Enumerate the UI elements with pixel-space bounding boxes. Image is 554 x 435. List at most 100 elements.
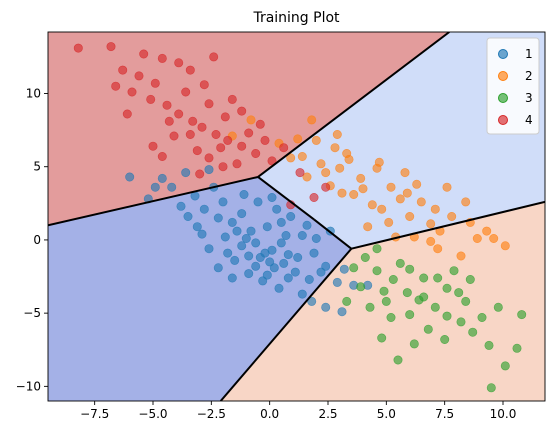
point-class-1 [125, 172, 135, 182]
point-class-3 [379, 286, 389, 296]
legend-label: 1 [525, 47, 533, 61]
point-class-2 [321, 168, 331, 178]
point-class-2 [442, 182, 452, 192]
point-class-4 [181, 87, 191, 97]
point-class-1 [309, 248, 319, 258]
point-class-4 [237, 141, 247, 151]
point-class-2 [384, 217, 394, 227]
point-class-4 [111, 81, 121, 91]
point-class-3 [517, 310, 527, 320]
y-tick-label: 0 [33, 233, 41, 247]
point-class-1 [181, 168, 191, 178]
legend-label: 4 [525, 113, 533, 127]
point-class-3 [365, 302, 375, 312]
point-class-1 [339, 264, 349, 274]
point-class-2 [461, 197, 471, 207]
point-class-4 [73, 43, 83, 53]
boundary-line [48, 175, 259, 227]
point-class-4 [188, 116, 198, 126]
point-class-2 [316, 159, 326, 169]
point-class-4 [232, 159, 242, 169]
point-class-4 [164, 116, 174, 126]
point-class-4 [309, 193, 319, 203]
point-class-2 [330, 143, 340, 153]
point-class-2 [297, 152, 307, 162]
point-class-2 [402, 188, 412, 198]
point-class-2 [311, 135, 321, 145]
point-class-3 [423, 324, 433, 334]
point-class-4 [216, 143, 226, 153]
point-class-1 [297, 231, 307, 241]
point-class-2 [337, 188, 347, 198]
point-class-2 [433, 244, 443, 254]
point-class-1 [332, 277, 342, 287]
point-class-4 [244, 128, 254, 138]
point-class-4 [204, 153, 214, 163]
point-class-1 [276, 238, 286, 248]
point-class-3 [477, 312, 487, 322]
point-class-1 [204, 244, 214, 254]
point-class-1 [302, 220, 312, 230]
point-class-4 [211, 130, 221, 140]
axes: −7.5 −5.0 −2.5 0.0 2.5 5.0 7.5 10.0 −10 −5 0 5 10 [16, 31, 546, 421]
point-class-2 [307, 115, 317, 125]
point-class-1 [192, 222, 202, 232]
point-class-1 [253, 197, 263, 207]
point-class-1 [199, 204, 209, 214]
point-class-1 [274, 283, 284, 293]
point-class-1 [183, 212, 193, 222]
point-class-4 [106, 42, 116, 52]
point-class-4 [267, 156, 277, 166]
point-class-1 [321, 261, 331, 271]
point-class-2 [412, 179, 422, 189]
point-class-1 [290, 267, 300, 277]
point-class-2 [430, 204, 440, 214]
point-class-1 [262, 270, 272, 280]
point-class-1 [281, 231, 291, 241]
point-class-3 [449, 266, 459, 276]
decision-boundaries [48, 32, 545, 401]
point-class-2 [489, 234, 499, 244]
point-class-2 [386, 182, 396, 192]
point-class-1 [262, 222, 272, 232]
boundary-line [351, 200, 545, 250]
plot-frame [47, 31, 546, 402]
point-class-4 [223, 135, 233, 145]
point-class-1 [283, 273, 293, 283]
chart-title: Training Plot [252, 10, 340, 26]
point-class-3 [454, 288, 464, 298]
point-class-3 [468, 327, 478, 337]
point-class-4 [255, 119, 265, 129]
point-class-4 [169, 131, 179, 141]
point-class-4 [127, 87, 137, 97]
point-class-3 [386, 312, 396, 322]
point-class-1 [213, 263, 223, 273]
point-class-3 [388, 274, 398, 284]
point-class-1 [260, 248, 270, 258]
decision-regions [48, 32, 545, 401]
x-tick-label: 7.5 [435, 407, 454, 421]
legend-box [486, 37, 540, 135]
point-class-2 [395, 194, 405, 204]
point-class-4 [157, 53, 167, 63]
point-class-1 [304, 274, 314, 284]
point-class-2 [358, 184, 368, 194]
point-class-3 [393, 355, 403, 365]
boundary-line [219, 248, 353, 401]
point-class-3 [360, 253, 370, 263]
x-tick-label: 2.5 [318, 407, 337, 421]
point-class-1 [246, 226, 256, 236]
point-class-1 [244, 269, 254, 279]
point-class-4 [174, 58, 184, 68]
point-class-3 [419, 273, 429, 283]
point-class-2 [363, 222, 373, 232]
point-class-4 [218, 162, 228, 172]
point-class-3 [442, 283, 452, 293]
point-class-2 [456, 251, 466, 261]
point-class-4 [197, 122, 207, 132]
point-class-4 [157, 152, 167, 162]
point-class-2 [356, 173, 366, 183]
x-tick-label: −2.5 [197, 407, 226, 421]
point-class-3 [440, 334, 450, 344]
point-class-4 [174, 109, 184, 119]
